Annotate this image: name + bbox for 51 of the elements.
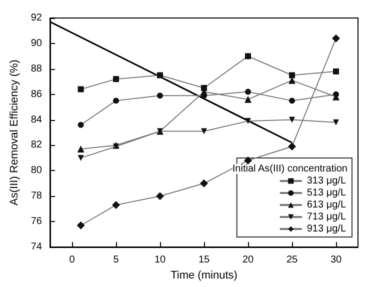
x-tick-label: 15 [198,254,210,266]
x-tick-label: 5 [113,254,120,266]
point [289,72,295,78]
point [112,201,120,210]
y-tick-label: 88 [30,63,42,74]
y-tick-label: 82 [30,140,42,151]
legend-label: 913 μg/L [306,224,346,234]
point [289,98,295,104]
point [76,221,85,230]
y-tick-label: 80 [30,165,42,176]
point [113,98,119,104]
legend-label: 613 μg/L [306,200,346,210]
x-tick-label: 10 [154,254,166,266]
point [157,92,163,99]
point [245,53,251,60]
x-tick-label: 20 [242,254,254,266]
x-tick-label: 25 [286,254,298,266]
point [333,119,339,126]
point [200,179,208,188]
point [113,76,119,82]
point [333,68,339,74]
point [78,154,84,161]
point [289,116,295,123]
point [332,34,340,42]
y-tick-label: 92 [30,12,42,24]
point [156,192,164,200]
point [288,142,296,150]
point [244,156,252,164]
point [77,146,84,153]
point [201,84,207,91]
y-tick-label: 74 [30,242,42,252]
point [245,118,251,124]
y-axis-title: As(III) Removal Efficiency (%) [8,60,20,206]
y-tick-label: 90 [30,38,42,49]
legend-label: 513 μg/L [306,188,346,198]
y-tick-label: 84 [30,114,42,126]
point [157,72,163,78]
y-tick-label: 78 [30,190,42,202]
point [245,88,251,95]
legend-label: 713 μg/L [306,212,346,222]
y-tick-label: 76 [30,216,42,228]
point [201,128,207,134]
y-tick-label: 86 [30,88,42,100]
x-tick-label: 30 [330,254,342,266]
point [244,96,252,103]
legend-label: 313 μg/L [306,176,346,186]
x-axis-title: Time (minuts) [170,269,238,282]
point [78,86,84,92]
point [78,122,84,128]
legend-title: Initial As(III) concentration [232,164,348,174]
x-tick-label: 0 [69,254,76,266]
